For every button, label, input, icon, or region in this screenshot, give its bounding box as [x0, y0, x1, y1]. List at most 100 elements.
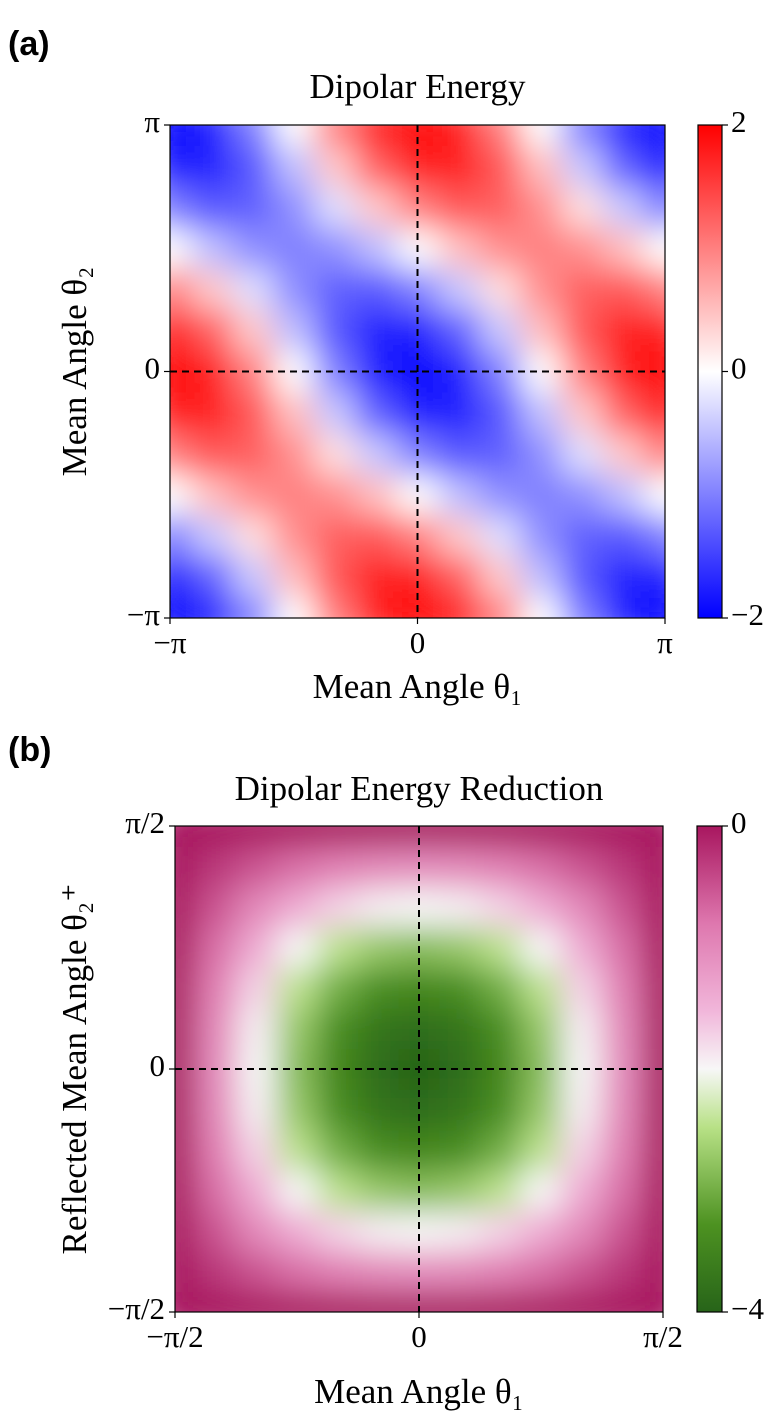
heatmap-cell	[273, 227, 315, 270]
y-axis-label: Reflected Mean Angle θ₂⁺	[55, 883, 94, 1254]
heatmap-cell	[520, 1129, 562, 1171]
heatmap-cell	[276, 1251, 318, 1293]
heatmap-cell	[561, 145, 604, 188]
x-tick-label: π/2	[643, 1319, 683, 1354]
heatmap-cell	[396, 125, 439, 147]
heatmap-cell	[561, 927, 603, 969]
heatmap-cell	[317, 826, 359, 847]
heatmap-cell	[520, 433, 563, 475]
heatmap-cell	[317, 1251, 359, 1293]
heatmap-cell	[276, 886, 318, 928]
heatmap-cell	[190, 433, 233, 475]
heatmap-cell	[175, 826, 196, 847]
heatmap-cell	[561, 186, 604, 229]
heatmap-cell	[358, 1291, 400, 1312]
heatmap-cell	[520, 597, 563, 618]
heatmap-cell	[236, 886, 278, 928]
heatmap-cell	[358, 1210, 400, 1252]
heatmap-cell	[170, 309, 192, 352]
heatmap-cell	[480, 1170, 522, 1212]
chart-title: Dipolar Energy Reduction	[235, 769, 604, 808]
heatmap-cell	[170, 268, 192, 311]
heatmap-cell	[276, 1210, 318, 1252]
heatmap-cell	[358, 886, 400, 928]
heatmap-cell	[190, 186, 233, 229]
heatmap-cell	[175, 1170, 196, 1212]
heatmap-cell	[479, 309, 522, 352]
heatmap-cell	[170, 474, 192, 516]
heatmap-cell	[276, 826, 318, 847]
heatmap-cell	[520, 1251, 562, 1293]
heatmap-cell	[276, 846, 318, 888]
heatmap-cell	[190, 125, 233, 147]
heatmap-cell	[603, 186, 645, 229]
heatmap-cell	[642, 846, 663, 888]
heatmap-cell	[602, 846, 644, 888]
heatmap-cell	[561, 1170, 603, 1212]
heatmap-cell	[175, 1048, 196, 1090]
heatmap-cell	[520, 556, 563, 598]
heatmap-cell	[602, 1251, 644, 1293]
heatmap-cell	[642, 1008, 663, 1050]
heatmap-cell	[439, 1048, 481, 1090]
heatmap-cell	[480, 826, 522, 847]
y-tick-label: −π/2	[108, 1291, 165, 1326]
heatmap-cell	[314, 186, 357, 229]
heatmap-cell	[236, 826, 278, 847]
heatmap-cell	[231, 392, 274, 434]
heatmap-cell	[438, 474, 480, 516]
heatmap-cell	[644, 125, 665, 147]
heatmap-cell	[642, 1170, 663, 1212]
heatmap-cell	[276, 1291, 318, 1312]
heatmap-cell	[355, 474, 398, 516]
heatmap-cell	[314, 268, 357, 311]
heatmap-cell	[602, 927, 644, 969]
heatmap-cell	[480, 886, 522, 928]
heatmap-cell	[358, 1008, 400, 1050]
heatmap-cell	[190, 597, 233, 618]
x-axis-label: Mean Angle θ₁	[313, 667, 523, 706]
heatmap-cell	[175, 1291, 196, 1312]
heatmap-cell	[480, 1008, 522, 1050]
heatmap-cell	[603, 309, 645, 352]
heatmap-cell	[603, 145, 645, 188]
heatmap-cell	[438, 227, 480, 270]
heatmap-cell	[644, 309, 665, 352]
heatmap-cell	[644, 556, 665, 598]
heatmap-cell	[190, 556, 233, 598]
heatmap-cell	[520, 186, 563, 229]
heatmap-cell	[314, 515, 357, 557]
heatmap-cell	[520, 1170, 562, 1212]
heatmap-cell	[231, 186, 274, 229]
heatmap-cell	[358, 1089, 400, 1131]
heatmap-cell	[170, 392, 192, 434]
heatmap-cell	[438, 515, 480, 557]
heatmap-cell	[276, 1129, 318, 1171]
colorbar-tick-label: −2	[731, 597, 764, 632]
heatmap-cell	[642, 1210, 663, 1252]
heatmap-cell	[561, 846, 603, 888]
heatmap-cell	[355, 433, 398, 475]
heatmap-cell	[438, 597, 480, 618]
heatmap-cell	[480, 1210, 522, 1252]
heatmap-cell	[190, 227, 233, 270]
heatmap-cell	[355, 556, 398, 598]
heatmap-cell	[236, 1089, 278, 1131]
heatmap-cell	[317, 1210, 359, 1252]
heatmap-cell	[642, 1089, 663, 1131]
heatmap-cell	[479, 433, 522, 475]
heatmap-cell	[195, 886, 237, 928]
colorbar-tick-label: −4	[731, 1291, 764, 1326]
heatmap-cell	[438, 433, 480, 475]
heatmap-cell	[273, 392, 315, 434]
heatmap-cell	[438, 309, 480, 352]
heatmap-cell	[170, 556, 192, 598]
heatmap-cell	[520, 1291, 562, 1312]
heatmap-cell	[479, 125, 522, 147]
heatmap-cell	[175, 967, 196, 1009]
y-tick-label: π/2	[125, 805, 165, 840]
heatmap-cell	[520, 125, 563, 147]
heatmap-cell	[642, 1048, 663, 1090]
heatmap-cell	[520, 145, 563, 188]
